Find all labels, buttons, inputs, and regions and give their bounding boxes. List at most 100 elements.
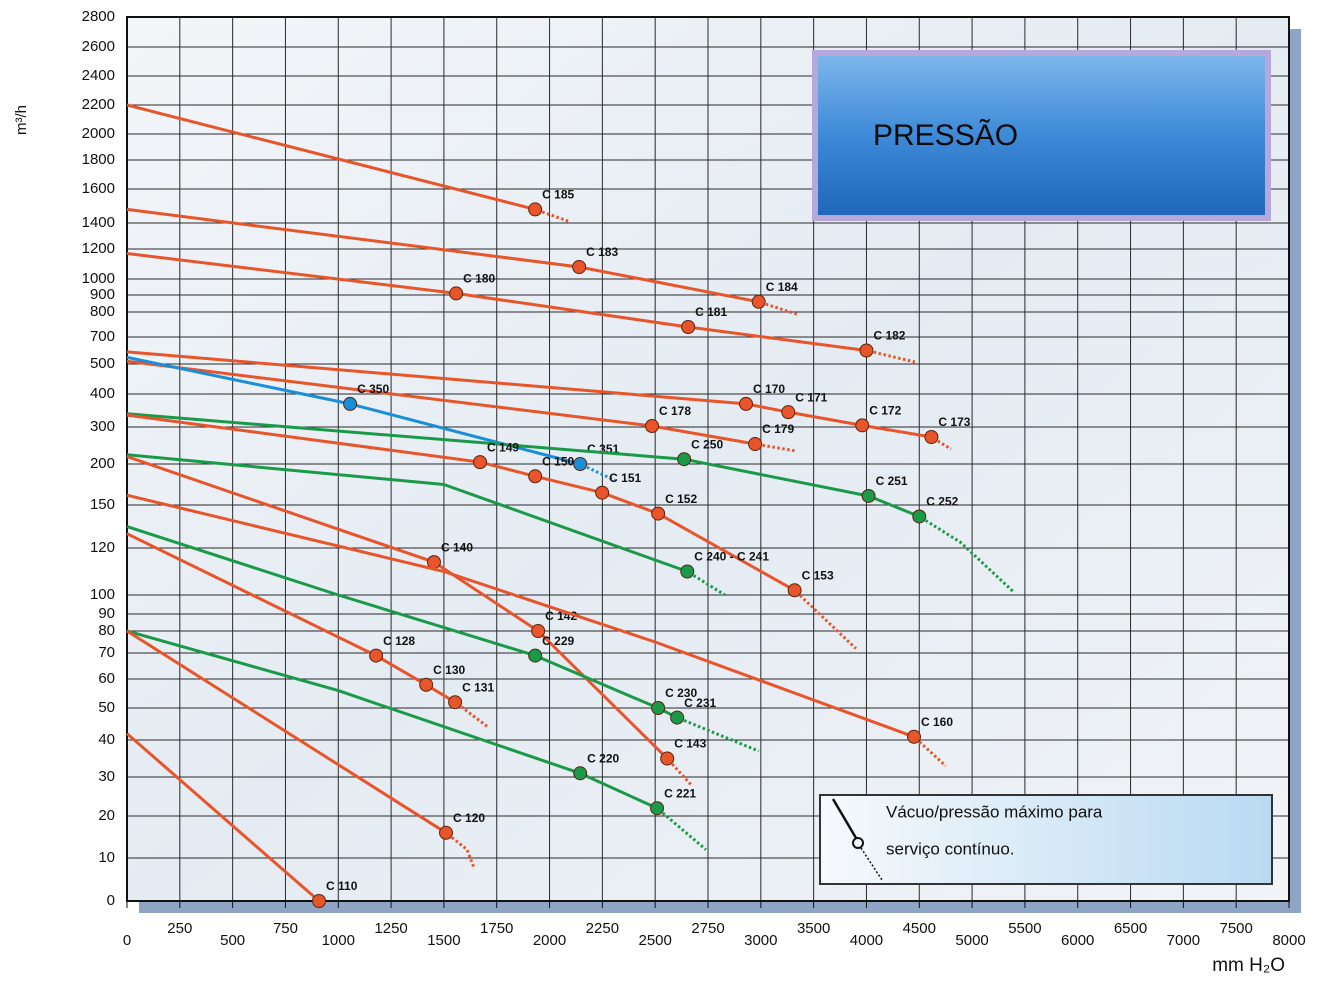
point-label: C 170	[753, 382, 785, 396]
y-tick-label: 1200	[82, 240, 115, 257]
point-label: C 181	[695, 305, 727, 319]
point-label: C 160	[921, 715, 953, 729]
point-label: C 179	[762, 422, 794, 436]
legend-text: serviço contínuo.	[886, 839, 1015, 858]
y-tick-label: 70	[98, 644, 115, 661]
panel-title: PRESSÃO	[873, 118, 1018, 152]
point-label: C 153	[802, 568, 834, 582]
point-marker	[652, 702, 665, 715]
x-tick-label: 2750	[691, 920, 724, 937]
y-tick-label: 20	[98, 807, 115, 824]
x-tick-label: 3000	[744, 932, 777, 949]
point-label: C 140	[441, 540, 473, 554]
point-label: C 185	[542, 188, 574, 202]
x-tick-label: 5500	[1008, 920, 1041, 937]
point-marker	[529, 470, 542, 483]
point-marker	[661, 752, 674, 765]
x-tick-label: 1000	[322, 932, 355, 949]
x-axis-label: mm H₂O	[1212, 955, 1285, 976]
x-tick-label: 6000	[1061, 932, 1094, 949]
point-marker	[671, 711, 684, 724]
point-marker	[440, 826, 453, 839]
x-tick-label: 5000	[955, 932, 988, 949]
point-label: C 221	[664, 786, 696, 800]
point-label: C 252	[926, 495, 958, 509]
y-tick-label: 800	[90, 303, 115, 320]
y-axis-label: m³/h	[13, 105, 30, 135]
y-tick-label: 80	[98, 622, 115, 639]
y-tick-label: 50	[98, 699, 115, 716]
y-tick-label: 700	[90, 328, 115, 345]
y-tick-label: 0	[107, 892, 115, 909]
point-marker	[596, 486, 609, 499]
y-tick-label: 200	[90, 455, 115, 472]
point-marker	[420, 678, 433, 691]
x-tick-label: 500	[220, 932, 245, 949]
point-label: C 182	[873, 329, 905, 343]
point-marker	[651, 802, 664, 815]
point-label: C 184	[766, 280, 798, 294]
point-marker	[574, 767, 587, 780]
point-label: C 152	[665, 492, 697, 506]
point-marker	[913, 510, 926, 523]
y-tick-label: 2200	[82, 96, 115, 113]
y-tick-label: 30	[98, 768, 115, 785]
point-marker	[788, 584, 801, 597]
point-marker	[573, 261, 586, 274]
y-tick-label: 500	[90, 355, 115, 372]
point-marker	[652, 507, 665, 520]
point-marker	[646, 420, 659, 433]
point-label: C 172	[869, 404, 901, 418]
point-marker	[313, 895, 326, 908]
point-label: C 110	[326, 879, 358, 893]
x-tick-label: 2250	[586, 920, 619, 937]
point-marker	[370, 649, 383, 662]
point-label: C 150	[542, 454, 574, 468]
point-label: C 171	[795, 390, 827, 404]
y-tick-label: 900	[90, 286, 115, 303]
point-label: C 128	[383, 634, 415, 648]
point-marker	[344, 397, 357, 410]
point-marker	[529, 203, 542, 216]
chart: 0250500750100012501500175020002250250027…	[0, 0, 1330, 977]
x-tick-label: 4500	[903, 920, 936, 937]
y-tick-label: 1800	[82, 151, 115, 168]
x-tick-label: 8000	[1272, 932, 1305, 949]
y-tick-label: 2800	[82, 8, 115, 25]
x-tick-label: 3500	[797, 920, 830, 937]
point-label: C 180	[463, 272, 495, 286]
x-tick-label: 1750	[480, 920, 513, 937]
x-tick-label: 6500	[1114, 920, 1147, 937]
point-marker	[856, 419, 869, 432]
point-marker	[862, 489, 875, 502]
legend: Vácuo/pressão máximo para serviço contín…	[820, 795, 1272, 884]
y-tick-label: 2000	[82, 125, 115, 142]
point-label: C 183	[586, 245, 618, 259]
y-tick-label: 40	[98, 731, 115, 748]
y-tick-label: 1400	[82, 214, 115, 231]
y-tick-label: 100	[90, 586, 115, 603]
x-tick-label: 7500	[1219, 920, 1252, 937]
point-marker	[681, 565, 694, 578]
point-label: C 131	[462, 680, 494, 694]
point-marker	[782, 406, 795, 419]
y-tick-label: 2600	[82, 38, 115, 55]
point-label: C 151	[609, 471, 641, 485]
point-label: C 143	[674, 737, 706, 751]
point-label: C 240 - C 241	[694, 550, 769, 564]
point-label: C 173	[938, 415, 970, 429]
point-label: C 231	[684, 696, 716, 710]
y-tick-label: 1600	[82, 180, 115, 197]
x-tick-label: 750	[273, 920, 298, 937]
point-marker	[529, 649, 542, 662]
x-tick-label: 7000	[1167, 932, 1200, 949]
point-label: C 250	[691, 437, 723, 451]
y-tick-label: 90	[98, 605, 115, 622]
point-marker	[682, 321, 695, 334]
y-tick-label: 120	[90, 539, 115, 556]
point-marker	[907, 730, 920, 743]
point-marker	[574, 458, 587, 471]
x-tick-label: 2500	[638, 932, 671, 949]
point-label: C 229	[542, 634, 574, 648]
y-tick-label: 1000	[82, 270, 115, 287]
